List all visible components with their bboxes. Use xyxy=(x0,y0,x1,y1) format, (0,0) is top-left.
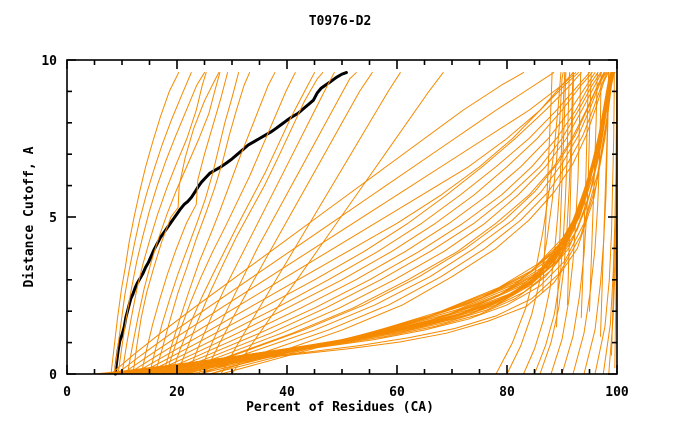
curve-vertical-jump-group xyxy=(556,72,567,328)
curve-mid-slope-group xyxy=(149,72,593,375)
curve-mid-slope-group xyxy=(143,72,590,375)
curve-dense-bottom-band xyxy=(107,72,615,375)
curve-mid-slope-group xyxy=(154,72,596,375)
curve-vertical-jump-group xyxy=(567,72,575,306)
curve-vertical-jump-group xyxy=(600,72,610,337)
x-tick-label: 80 xyxy=(499,385,515,400)
curve-vertical-jump-group xyxy=(495,72,562,375)
curve-dense-bottom-band xyxy=(102,72,614,375)
curve-mid-slope-group xyxy=(171,72,603,375)
curve-mid-slope-group xyxy=(182,72,606,375)
page-title: T0976-D2 xyxy=(308,14,372,29)
curve-highlighted-model xyxy=(113,71,348,376)
curve-vertical-jump-group xyxy=(534,72,571,375)
curve-steep-top-group xyxy=(154,72,251,375)
plot-frame xyxy=(66,59,618,375)
curve-steep-top-group xyxy=(149,72,240,375)
curve-vertical-jump-group xyxy=(594,72,615,375)
curve-steep-top-group xyxy=(187,72,335,375)
curve-mid-slope-group xyxy=(110,72,524,375)
curve-steep-top-group xyxy=(198,72,357,375)
curve-vertical-jump-group xyxy=(539,72,574,375)
series-mid-slope-group xyxy=(110,72,609,375)
curve-steep-top-group xyxy=(121,72,207,375)
x-tick-label: 0 xyxy=(63,385,71,400)
curve-vertical-jump-group xyxy=(561,72,592,375)
curve-vertical-jump-group xyxy=(589,72,599,312)
curve-mid-slope-group xyxy=(116,72,555,375)
curve-dense-bottom-band xyxy=(143,72,614,375)
curve-vertical-jump-group xyxy=(580,72,589,318)
curve-mid-slope-group xyxy=(176,72,605,375)
curve-steep-top-group xyxy=(110,72,180,375)
x-tick-label: 40 xyxy=(279,385,295,400)
curve-vertical-jump-group xyxy=(550,72,582,375)
curve-steep-top-group xyxy=(165,72,296,375)
curve-vertical-jump-group xyxy=(506,72,564,375)
curve-steep-top-group xyxy=(140,72,229,375)
series-vertical-jump-group xyxy=(495,72,618,375)
curve-steep-top-group xyxy=(127,72,221,375)
x-tick-label: 20 xyxy=(169,385,185,400)
curve-steep-top-group xyxy=(113,72,192,375)
curve-mid-slope-group xyxy=(198,72,608,375)
curve-steep-top-group xyxy=(176,72,324,375)
curve-steep-top-group xyxy=(171,72,315,375)
curve-mid-slope-group xyxy=(132,72,574,375)
curve-steep-top-group xyxy=(132,72,220,375)
y-tick-label: 5 xyxy=(49,211,57,226)
curve-mid-slope-group xyxy=(138,72,582,375)
x-tick-label: 60 xyxy=(389,385,405,400)
curve-mid-slope-group xyxy=(165,72,601,375)
y-axis-label: Distance Cutoff, A xyxy=(22,146,37,288)
curve-steep-top-group xyxy=(220,72,401,375)
y-tick-label: 10 xyxy=(41,54,57,69)
curve-vertical-jump-group xyxy=(523,72,566,375)
curve-steep-top-group xyxy=(204,72,373,375)
curve-dense-bottom-band xyxy=(96,72,616,375)
series-steep-top-group xyxy=(110,72,444,375)
curve-dense-bottom-band xyxy=(121,72,614,375)
curve-mid-slope-group xyxy=(121,72,577,375)
curve-vertical-jump-group xyxy=(572,72,602,375)
curve-dense-bottom-band xyxy=(149,72,614,375)
series-highlighted-model xyxy=(113,71,348,376)
y-tick-label: 0 xyxy=(49,368,57,383)
curve-steep-top-group xyxy=(117,72,205,375)
x-tick-label: 100 xyxy=(605,385,629,400)
curve-mid-slope-group xyxy=(160,72,599,375)
x-axis-label: Percent of Residues (CA) xyxy=(246,400,434,415)
